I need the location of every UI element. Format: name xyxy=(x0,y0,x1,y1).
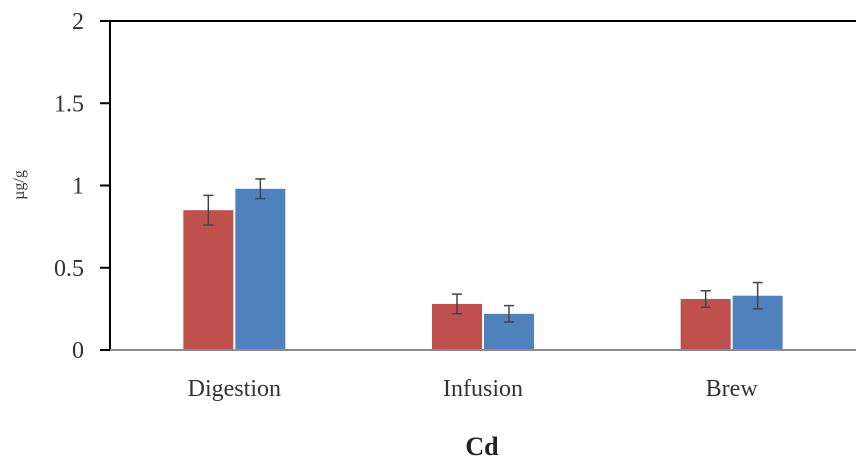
y-axis: 0 0.5 1 1.5 2 xyxy=(54,9,856,364)
y-tick-label: 0 xyxy=(72,338,84,364)
bars xyxy=(183,188,783,350)
y-tick-label: 0.5 xyxy=(54,256,84,282)
x-tick-label: Brew xyxy=(706,376,759,402)
x-tick-label: Infusion xyxy=(443,376,523,402)
x-axis: Digestion Infusion Brew xyxy=(110,349,856,402)
error-bars xyxy=(203,178,763,323)
x-tick-label: Digestion xyxy=(188,376,281,402)
y-tick-label: 2 xyxy=(72,9,84,35)
bar xyxy=(183,210,234,350)
bar xyxy=(235,188,286,350)
y-tick-label: 1 xyxy=(72,174,84,200)
x-axis-title: Cd xyxy=(465,432,499,461)
y-axis-title: µg/g xyxy=(11,170,28,200)
y-tick-label: 1.5 xyxy=(54,91,84,117)
